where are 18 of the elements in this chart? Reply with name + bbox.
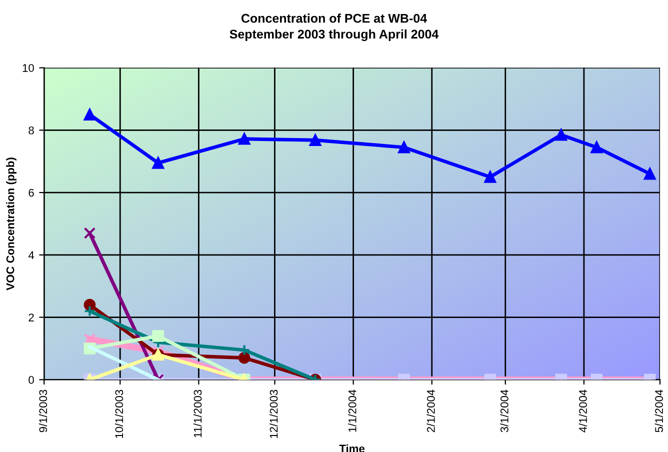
x-tick-label: 1/1/2004 (348, 390, 356, 432)
x-tick-label: 11/1/2003 (194, 390, 202, 438)
y-tick-label: 10 (22, 64, 34, 72)
x-tick-label: 3/1/2004 (500, 390, 508, 432)
x-tick-label: 10/1/2003 (114, 390, 124, 438)
chart-subtitle: September 2003 through April 2004 (230, 29, 439, 42)
x-tick-label: 4/1/2004 (578, 390, 587, 432)
chart-title: Concentration of PCE at WB-04 (241, 14, 427, 23)
y-tick-label: 8 (28, 126, 34, 134)
y-tick-label: 4 (28, 251, 34, 259)
y-axis-title: VOC Concentration (ppb) (6, 158, 16, 290)
x-tick-label: 5/1/2004 (654, 390, 663, 432)
x-tick-label: 9/1/2003 (38, 390, 48, 432)
x-tick-label: 2/1/2004 (426, 390, 435, 432)
y-tick-label: 0 (28, 376, 34, 384)
y-tick-label: 2 (28, 314, 34, 322)
x-tick-label: 12/1/2003 (270, 390, 278, 438)
y-tick-label: 6 (28, 188, 34, 197)
